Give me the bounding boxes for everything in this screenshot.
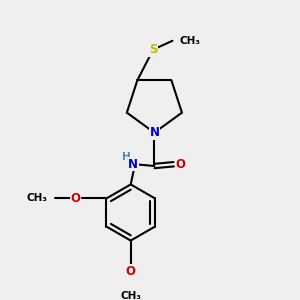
Text: S: S — [149, 43, 158, 56]
Text: CH₃: CH₃ — [120, 291, 141, 300]
Text: CH₃: CH₃ — [179, 36, 200, 46]
Text: O: O — [176, 158, 186, 171]
Text: O: O — [71, 192, 81, 205]
Text: O: O — [126, 265, 136, 278]
Text: N: N — [149, 126, 159, 139]
Text: CH₃: CH₃ — [27, 194, 48, 203]
Text: H: H — [122, 152, 131, 162]
Text: N: N — [128, 158, 138, 171]
